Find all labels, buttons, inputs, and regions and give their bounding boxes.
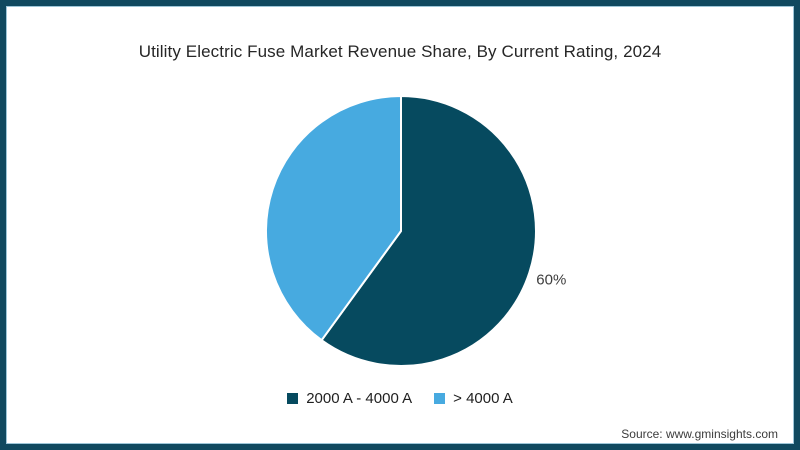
legend-swatch-2000a-4000a bbox=[287, 393, 299, 404]
legend-swatch-gt-4000a bbox=[434, 393, 446, 404]
legend-item-2000a-4000a: 2000 A - 4000 A bbox=[287, 391, 412, 406]
legend-item-gt-4000a: > 4000 A bbox=[434, 391, 513, 406]
pie-data-label-0: 60% bbox=[536, 271, 566, 288]
legend-label-gt-4000a: > 4000 A bbox=[453, 390, 513, 407]
legend-label-2000a-4000a: 2000 A - 4000 A bbox=[306, 390, 413, 407]
source-attribution: Source: www.gminsights.com bbox=[621, 427, 778, 441]
legend: 2000 A - 4000 A > 4000 A bbox=[0, 391, 800, 406]
pie-slice-0 bbox=[320, 95, 537, 367]
chart-title: Utility Electric Fuse Market Revenue Sha… bbox=[138, 42, 662, 61]
pie-slice-1 bbox=[265, 95, 402, 342]
